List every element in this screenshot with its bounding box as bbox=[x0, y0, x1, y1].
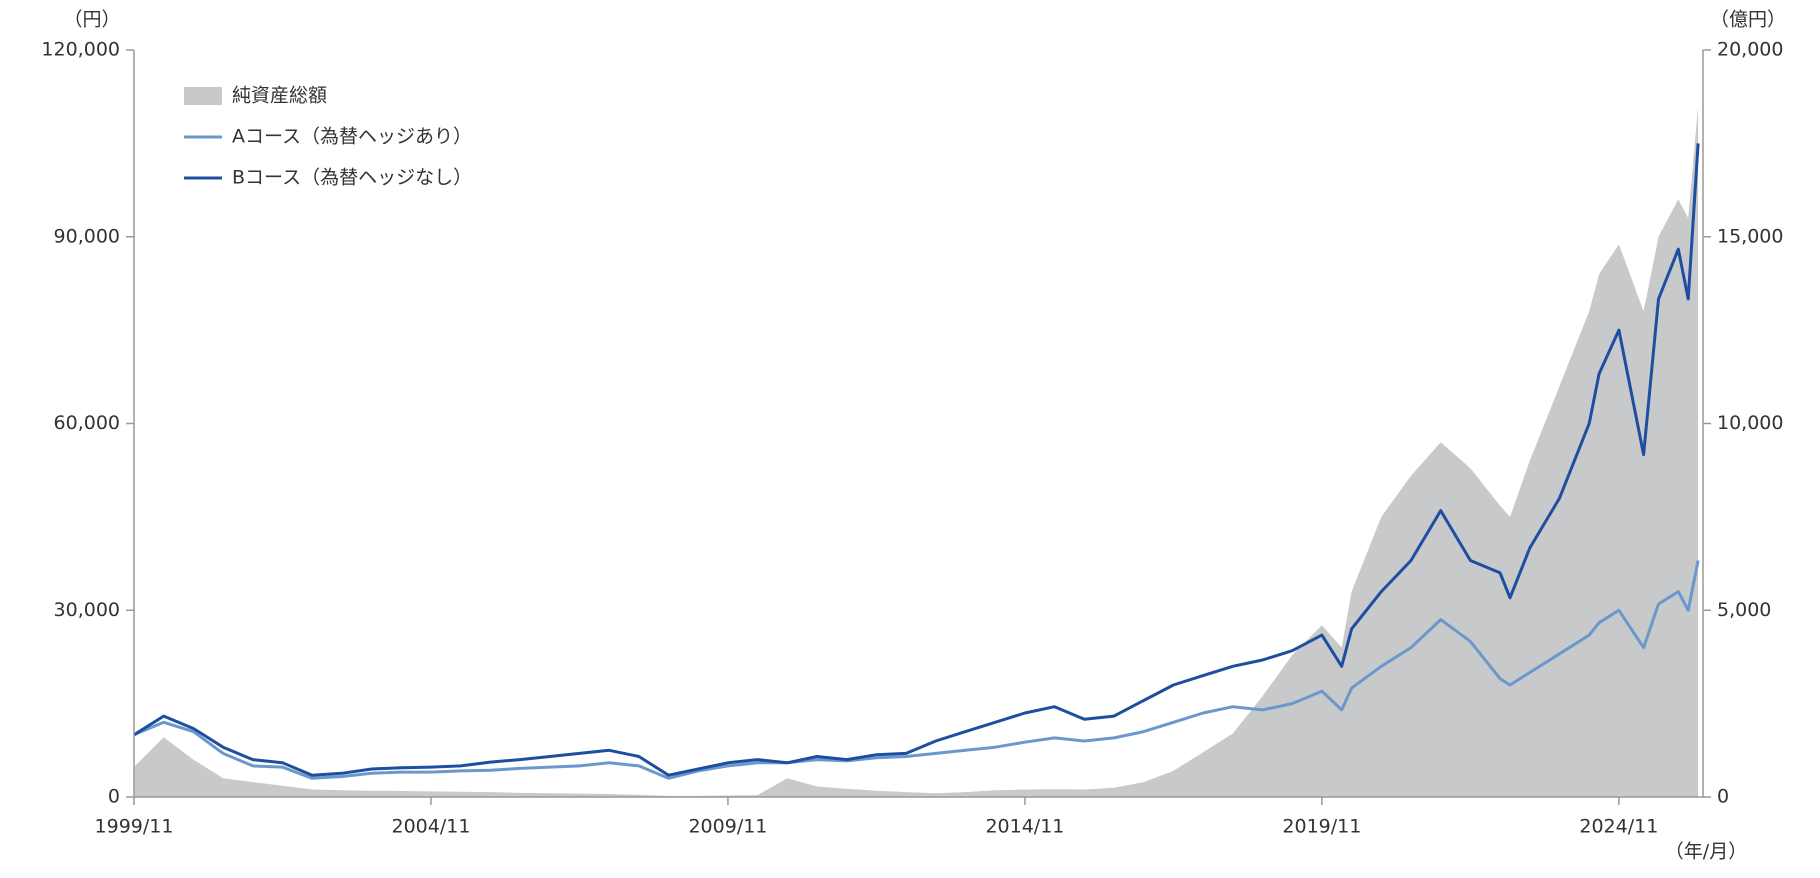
x-tick-label: 2004/11 bbox=[392, 816, 471, 838]
x-tick-label: 2009/11 bbox=[688, 816, 767, 838]
x-tick-label: 1999/11 bbox=[95, 816, 174, 838]
y2-tick-label: 5,000 bbox=[1717, 599, 1771, 621]
line bbox=[133, 143, 1700, 777]
y-tick-label: 120,000 bbox=[41, 39, 120, 61]
y-tick-label: 60,000 bbox=[54, 412, 120, 434]
y2-unit-label: （億円） bbox=[1710, 9, 1786, 31]
legend-swatch bbox=[184, 87, 222, 105]
y2-tick-label: 0 bbox=[1717, 786, 1729, 808]
y2-tick-label: 20,000 bbox=[1717, 39, 1783, 61]
x-tick-label: 2024/11 bbox=[1579, 816, 1658, 838]
y-unit-label: （円） bbox=[63, 9, 120, 31]
x-unit-label: （年/月） bbox=[1665, 841, 1747, 863]
x-tick-label: 2019/11 bbox=[1282, 816, 1361, 838]
legend-label: Bコース（為替ヘッジなし） bbox=[232, 167, 472, 189]
area bbox=[134, 106, 1699, 797]
line bbox=[133, 560, 1700, 780]
legend-label: Aコース（為替ヘッジあり） bbox=[232, 126, 472, 148]
x-tick-label: 2014/11 bbox=[985, 816, 1064, 838]
y2-tick-label: 10,000 bbox=[1717, 412, 1783, 434]
y-tick-label: 0 bbox=[108, 786, 120, 808]
y-tick-label: 90,000 bbox=[54, 225, 120, 247]
legend-label: 純資産総額 bbox=[232, 85, 327, 107]
y2-tick-label: 15,000 bbox=[1717, 225, 1783, 247]
y-tick-label: 30,000 bbox=[54, 599, 120, 621]
